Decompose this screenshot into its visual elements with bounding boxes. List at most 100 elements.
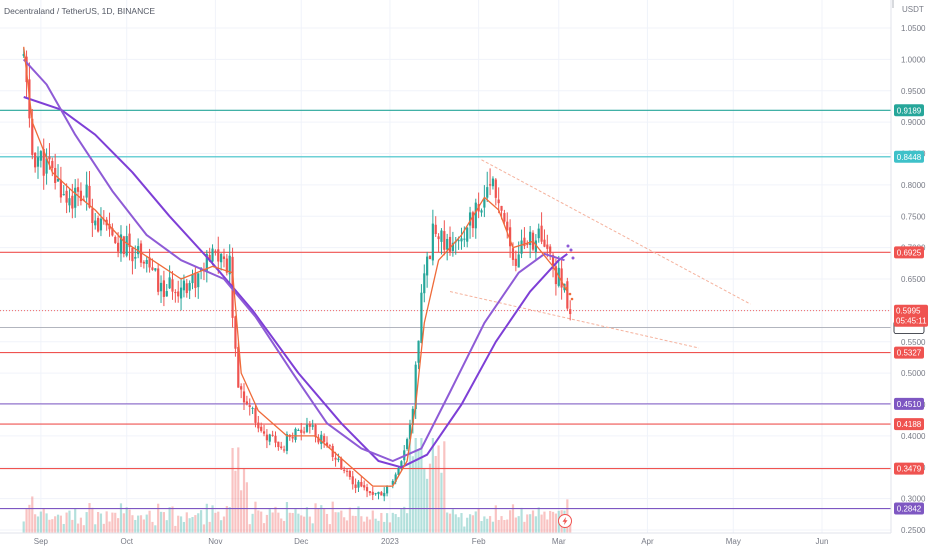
candle-body — [486, 187, 489, 198]
volume-bar — [74, 508, 77, 533]
candle-body — [385, 485, 389, 494]
candle-body — [529, 231, 532, 246]
candle-body — [391, 480, 394, 485]
level-badge — [894, 150, 924, 163]
volume-bar — [114, 512, 117, 533]
volume-bar — [509, 510, 512, 533]
volume-bar — [197, 513, 200, 533]
trendline — [449, 291, 700, 349]
volume-bar — [454, 514, 457, 533]
volume-bar — [102, 523, 105, 533]
volume-bar — [480, 521, 483, 533]
volume-bar — [531, 510, 535, 533]
volume-bar — [122, 513, 125, 533]
candle-body — [497, 199, 500, 204]
candle-body — [345, 470, 349, 472]
horizontal-levels[interactable] — [0, 109, 891, 510]
candle-body — [94, 220, 97, 226]
candle-body — [383, 492, 386, 497]
current-price-text: 0.5995 — [896, 307, 921, 316]
candle-body — [294, 428, 297, 440]
candle-body — [245, 401, 248, 405]
candle-body — [36, 157, 40, 167]
candle-body — [320, 434, 323, 444]
volume-bar — [225, 506, 228, 533]
candle-body — [500, 205, 503, 211]
time-axis-panel[interactable] — [0, 533, 932, 550]
candle-body — [111, 228, 114, 236]
candle-body — [377, 491, 380, 495]
volume-bar — [71, 519, 74, 533]
price-tick-label: 1.0000 — [901, 55, 926, 64]
candle-body — [177, 291, 180, 297]
volume-bar — [76, 523, 80, 533]
volume-bar — [36, 516, 40, 533]
time-tick-label: May — [726, 537, 741, 546]
candle-body — [446, 238, 449, 250]
volume-bar — [543, 511, 546, 533]
candle-body — [400, 461, 403, 467]
flash-icon[interactable] — [558, 514, 572, 528]
volume-bar — [300, 515, 303, 533]
volume-bar — [345, 520, 349, 533]
candle-body — [148, 257, 151, 268]
candle-body — [119, 234, 123, 254]
volume-bar — [520, 507, 523, 533]
candle-body — [517, 254, 520, 268]
candle-body — [431, 223, 434, 261]
candle-body — [217, 249, 220, 262]
candle-body — [185, 283, 188, 294]
volume-bar — [314, 503, 317, 533]
volume-bar — [325, 513, 329, 533]
volume-bar — [280, 518, 283, 533]
volume-bar — [157, 503, 160, 533]
candle-body — [237, 347, 240, 388]
candle-body — [451, 242, 454, 251]
volume-bar — [348, 507, 351, 533]
volume-bar — [363, 521, 366, 533]
candle-body — [317, 437, 320, 443]
volume-bar — [56, 514, 60, 533]
volume-bar — [466, 517, 469, 533]
volume-bar — [82, 525, 85, 533]
candle-body — [242, 391, 246, 403]
price-tick-label: 0.9500 — [901, 87, 926, 96]
candle-body — [374, 493, 377, 495]
volume-bar — [262, 523, 266, 533]
candle-body — [280, 446, 283, 449]
volume-bar — [39, 511, 42, 533]
volume-bar — [85, 512, 88, 533]
level-badge-text: 0.4510 — [897, 400, 922, 409]
volume-bar — [145, 514, 148, 533]
volume-bar — [526, 514, 529, 533]
candle-body — [411, 408, 414, 425]
candle-body — [71, 195, 74, 209]
candle-body — [394, 474, 397, 482]
trendlines[interactable] — [449, 159, 751, 349]
level-badge — [894, 397, 924, 410]
volume-bar — [406, 513, 409, 533]
volume-bar — [360, 516, 363, 533]
candle-body — [31, 118, 34, 155]
volume-bar — [549, 510, 552, 533]
level-badge — [894, 418, 924, 431]
volume-bar — [208, 521, 211, 533]
price-tick-label: 0.8000 — [901, 181, 926, 190]
candle-body — [348, 470, 351, 478]
volume-bar — [179, 516, 183, 533]
ma-projection-dot — [566, 244, 570, 248]
volume-bar — [483, 516, 486, 533]
candle-body — [145, 260, 148, 264]
price-axis-panel[interactable] — [891, 0, 932, 550]
candle-body — [509, 227, 512, 247]
volume-bar — [451, 509, 454, 533]
volume-bar — [96, 511, 100, 533]
volume-bar — [546, 519, 549, 533]
candle-body — [157, 268, 160, 292]
candle-body — [363, 485, 366, 488]
volume-bar — [385, 513, 389, 533]
level-badge — [894, 502, 924, 515]
